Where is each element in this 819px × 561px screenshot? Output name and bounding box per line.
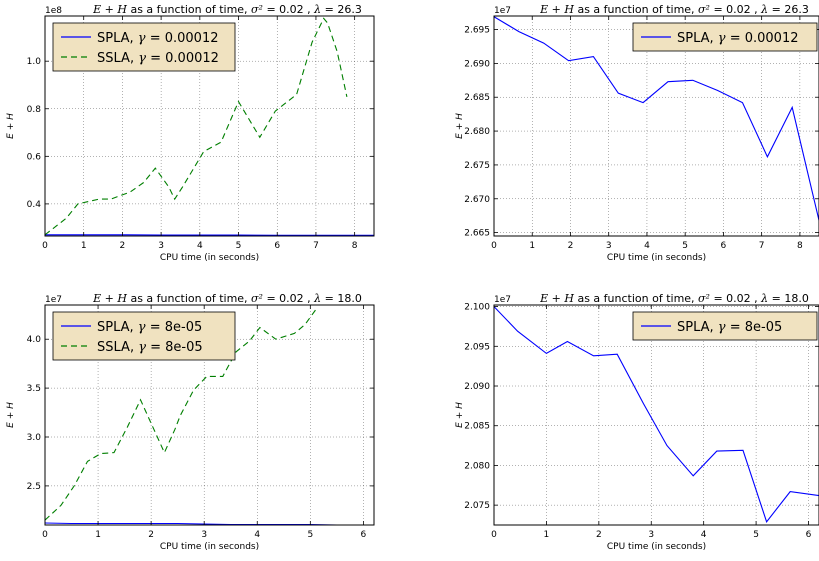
y-tick-label: 3.5 (27, 384, 41, 394)
x-tick-label: 0 (491, 530, 497, 540)
axis-offset-text: 1e7 (494, 6, 511, 16)
x-tick-label: 2 (596, 530, 602, 540)
legend-label-1: SPLA, γ = 8e-05 (677, 320, 782, 335)
axes-frame (493, 304, 819, 526)
y-tick-label: 2.675 (464, 161, 490, 171)
legend-box (52, 22, 236, 72)
axis-offset-text: 1e7 (45, 295, 62, 305)
y-tick-label: 3.0 (27, 433, 42, 443)
x-tick-label: 2 (120, 241, 126, 251)
x-tick-label: 4 (197, 241, 203, 251)
series-line-2 (45, 309, 317, 521)
y-tick-label: 2.090 (464, 382, 490, 392)
x-axis-label: CPU time (in seconds) (160, 542, 259, 552)
x-tick-label: 0 (491, 241, 497, 251)
y-tick-label: 2.075 (464, 501, 490, 511)
x-tick-label: 1 (81, 241, 87, 251)
axis-offset-text: 1e8 (45, 6, 62, 16)
axes-frame (493, 15, 819, 237)
x-tick-label: 6 (721, 241, 727, 251)
y-axis-label: E + H (6, 113, 16, 139)
x-axis-label: CPU time (in seconds) (160, 253, 259, 263)
legend: SPLA, γ = 0.00012 (632, 22, 818, 52)
x-tick-label: 1 (529, 241, 535, 251)
x-tick-label: 3 (648, 530, 654, 540)
legend: SPLA, γ = 8e-05 SSLA, γ = 8e-05 (52, 311, 236, 361)
legend-label-2: SSLA, γ = 0.00012 (97, 51, 219, 66)
y-axis-label: E + H (455, 402, 465, 428)
x-tick-label: 8 (797, 241, 803, 251)
chart-title: E + H as a function of time, σ² = 0.02 ,… (92, 292, 362, 305)
axes-frame (44, 15, 375, 237)
x-tick-label: 4 (644, 241, 650, 251)
legend: SPLA, γ = 8e-05 (632, 311, 818, 341)
x-tick-label: 0 (42, 241, 48, 251)
y-tick-label: 2.690 (464, 59, 490, 69)
y-tick-label: 2.100 (464, 303, 490, 313)
chart-title: E + H as a function of time, σ² = 0.02 ,… (92, 3, 362, 16)
x-tick-label: 8 (352, 241, 358, 251)
x-tick-label: 0 (42, 530, 48, 540)
series-line-2 (45, 17, 348, 236)
y-axis-label: E + H (455, 113, 465, 139)
y-tick-label: 1.0 (27, 57, 42, 67)
y-tick-label: 0.6 (27, 152, 42, 162)
x-tick-label: 1 (544, 530, 550, 540)
plot-area (494, 305, 819, 525)
x-tick-label: 2 (568, 241, 574, 251)
x-axis-label: CPU time (in seconds) (607, 253, 706, 263)
x-tick-label: 6 (274, 241, 280, 251)
y-tick-label: 2.665 (464, 229, 490, 239)
x-axis-label: CPU time (in seconds) (607, 542, 706, 552)
y-tick-label: 2.080 (464, 461, 490, 471)
series-line-1 (494, 16, 819, 221)
y-axis-label: E + H (6, 402, 16, 428)
chart-panel-2: 0 1 2 3 4 5 6 7 8 2.665 2.670 2.675 2.680 2.685 2.690 2… (455, 3, 819, 263)
x-tick-label: 3 (201, 530, 207, 540)
plot-area (494, 16, 819, 236)
x-tick-label: 7 (313, 241, 319, 251)
x-tick-label: 6 (806, 530, 812, 540)
legend-label-1: SPLA, γ = 0.00012 (677, 31, 799, 46)
legend-label-2: SSLA, γ = 8e-05 (97, 340, 203, 355)
x-tick-label: 3 (158, 241, 164, 251)
x-tick-label: 5 (753, 530, 759, 540)
chart-panel-3: 0 1 2 3 4 5 6 2.5 3.0 3.5 4.0 1e7 E + H as a functio… (6, 292, 375, 552)
x-tick-label: 2 (148, 530, 154, 540)
chart-title: E + H as a function of time, σ² = 0.02 ,… (539, 292, 809, 305)
y-tick-label: 2.085 (464, 422, 490, 432)
series-line-1 (45, 234, 374, 236)
legend-label-1: SPLA, γ = 8e-05 (97, 320, 202, 335)
y-tick-label: 0.4 (27, 200, 42, 210)
x-tick-label: 1 (95, 530, 101, 540)
x-tick-label: 4 (701, 530, 707, 540)
chart-title: E + H as a function of time, σ² = 0.02 ,… (539, 3, 809, 16)
y-tick-label: 0.8 (27, 105, 42, 115)
chart-panel-4: 0 1 2 3 4 5 6 2.075 2.080 2.085 2.090 2.095 2.100 1e7… (455, 292, 819, 552)
x-tick-label: 4 (254, 530, 260, 540)
axis-offset-text: 1e7 (494, 295, 511, 305)
series-line-1 (494, 306, 819, 523)
x-tick-label: 5 (236, 241, 242, 251)
x-tick-label: 3 (606, 241, 612, 251)
chart-panel-1: 0 1 2 3 4 5 6 7 8 0.4 0.6 0.8 1.0 1e8 E + H as a funct… (6, 3, 375, 263)
y-tick-label: 2.670 (464, 195, 490, 205)
legend: SPLA, γ = 0.00012 SSLA, γ = 0.00012 (52, 22, 236, 72)
y-tick-label: 2.685 (464, 93, 490, 103)
y-tick-label: 2.680 (464, 127, 490, 137)
y-tick-label: 4.0 (27, 335, 42, 345)
legend-label-1: SPLA, γ = 0.00012 (97, 31, 219, 46)
legend-box (52, 311, 236, 361)
x-tick-label: 5 (307, 530, 313, 540)
y-tick-label: 2.5 (27, 482, 41, 492)
x-tick-label: 7 (759, 241, 765, 251)
x-tick-label: 5 (682, 241, 688, 251)
axes-frame (44, 304, 375, 526)
x-tick-label: 6 (361, 530, 367, 540)
y-tick-label: 2.695 (464, 26, 490, 36)
y-tick-label: 2.095 (464, 342, 490, 352)
